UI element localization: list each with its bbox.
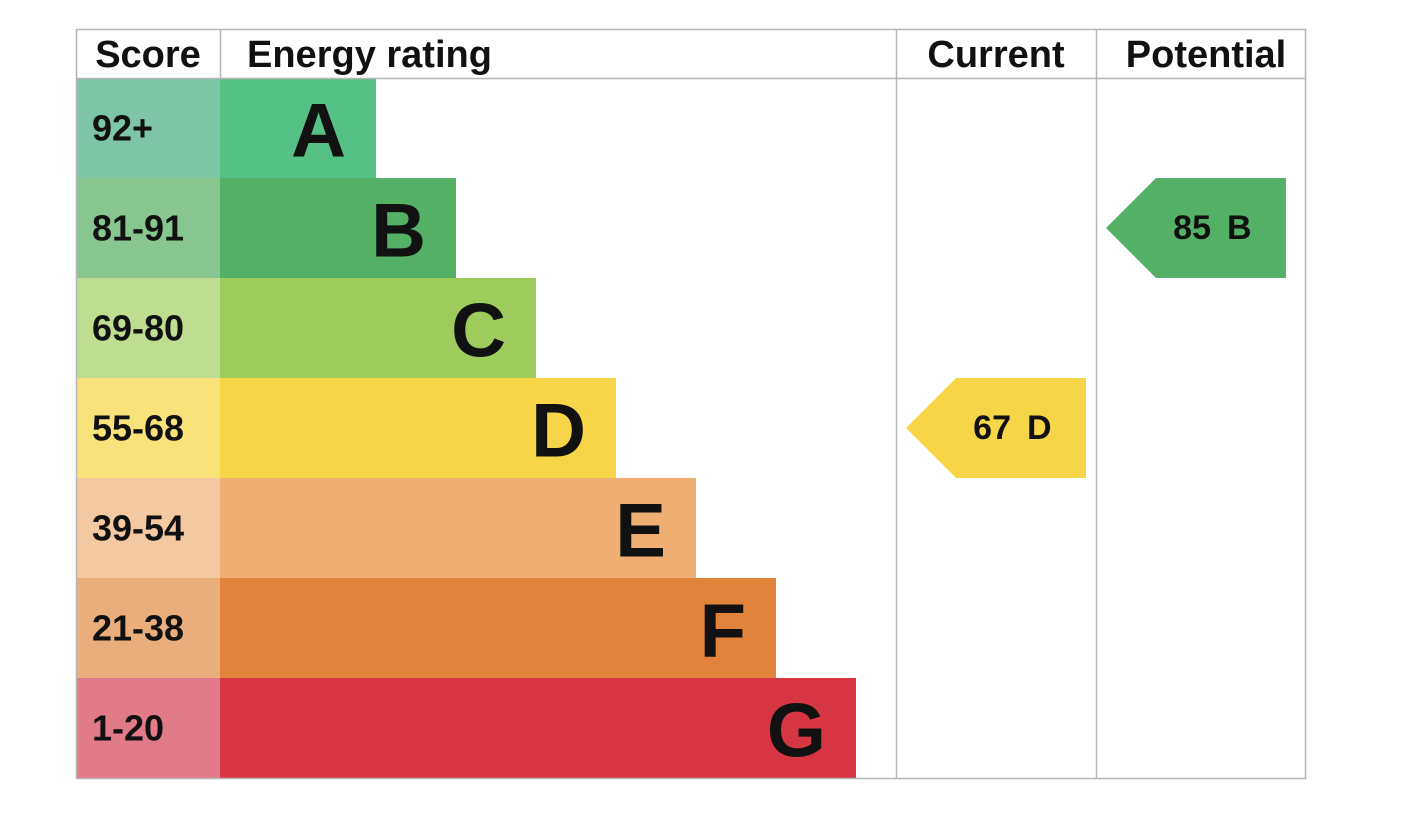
current-value: 67 — [973, 409, 1011, 447]
score-cell — [76, 178, 220, 278]
table-border — [75, 28, 1307, 780]
header-score: Score — [95, 34, 201, 76]
score-cell — [76, 278, 220, 378]
score-range: 1-20 — [92, 708, 164, 749]
potential-arrow — [1106, 178, 1286, 278]
rating-letter: B — [371, 189, 426, 274]
rating-letter: G — [767, 689, 826, 774]
rating-letter: A — [291, 89, 346, 174]
score-range: 55-68 — [92, 408, 184, 449]
score-range: 21-38 — [92, 608, 184, 649]
rating-letter: F — [700, 589, 746, 674]
rating-letter: D — [531, 389, 586, 474]
score-cell — [76, 578, 220, 678]
score-cell — [76, 378, 220, 478]
rating-bar — [220, 78, 376, 178]
score-cell — [76, 678, 220, 778]
score-cell — [76, 478, 220, 578]
rating-letter: C — [451, 289, 506, 374]
rating-bar — [220, 378, 616, 478]
score-range: 92+ — [92, 108, 153, 149]
rating-bar — [220, 578, 776, 678]
score-cell — [76, 78, 220, 178]
bands: 92+ A 81-91 B 69-80 C 55-68 D 39-54 E 21-38 F 1-20 G — [76, 78, 856, 778]
rating-letter: E — [615, 489, 666, 574]
current-letter: D — [1027, 409, 1052, 447]
potential-value: 85 — [1173, 209, 1211, 247]
current-arrow — [906, 378, 1086, 478]
header-rating: Energy rating — [247, 34, 492, 76]
score-range: 81-91 — [92, 208, 184, 249]
rating-bar — [220, 278, 536, 378]
score-range: 69-80 — [92, 308, 184, 349]
header-potential: Potential — [1126, 34, 1286, 76]
score-range: 39-54 — [92, 508, 184, 549]
header-current: Current — [927, 34, 1065, 76]
rating-bar — [220, 678, 856, 778]
rating-bar — [220, 478, 696, 578]
potential-letter: B — [1227, 209, 1252, 247]
rating-bar — [220, 178, 456, 278]
